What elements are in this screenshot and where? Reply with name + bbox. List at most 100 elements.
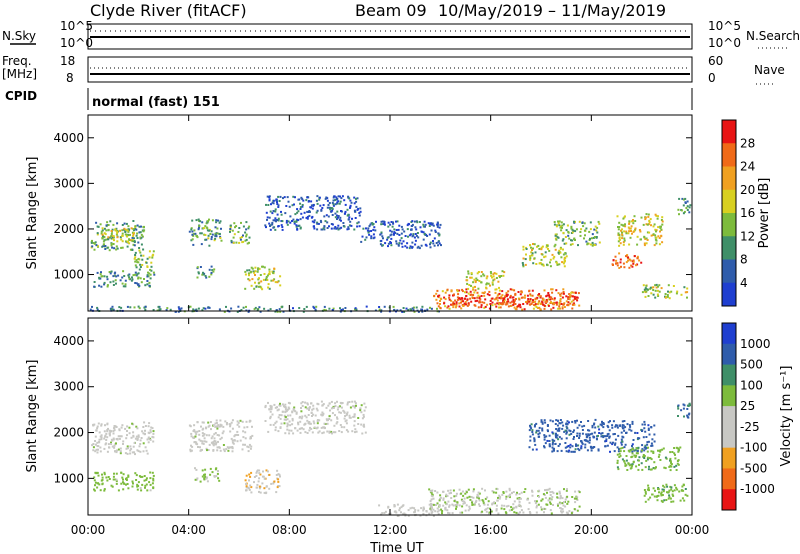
data-cell bbox=[498, 276, 501, 279]
data-cell bbox=[372, 223, 375, 225]
data-cell bbox=[149, 277, 152, 280]
data-cell bbox=[496, 294, 499, 297]
data-cell bbox=[522, 245, 525, 248]
data-cell bbox=[287, 406, 290, 409]
data-cell bbox=[580, 228, 583, 231]
data-cell bbox=[574, 448, 577, 451]
data-cell bbox=[547, 488, 550, 491]
data-cell bbox=[628, 464, 631, 467]
data-cell bbox=[136, 437, 139, 440]
data-cell bbox=[113, 444, 116, 447]
data-cell bbox=[553, 245, 556, 248]
data-cell bbox=[335, 422, 338, 425]
data-cell bbox=[498, 289, 501, 292]
data-cell bbox=[538, 300, 541, 303]
data-cell bbox=[491, 490, 494, 493]
data-cell bbox=[144, 484, 147, 487]
data-cell bbox=[293, 406, 296, 409]
data-cell bbox=[540, 420, 543, 423]
data-cell bbox=[112, 275, 115, 278]
data-cell bbox=[490, 510, 493, 513]
data-cell bbox=[106, 422, 109, 425]
colorbar-segment bbox=[722, 166, 736, 191]
data-cell bbox=[570, 225, 573, 228]
data-cell bbox=[524, 263, 527, 266]
data-cell bbox=[569, 430, 572, 433]
data-cell bbox=[381, 220, 384, 223]
data-cell bbox=[673, 452, 676, 455]
data-cell bbox=[272, 279, 275, 282]
data-cell bbox=[548, 249, 551, 252]
data-cell bbox=[350, 201, 353, 204]
data-cell bbox=[274, 217, 277, 220]
data-cell bbox=[429, 507, 432, 510]
data-cell bbox=[351, 400, 354, 403]
data-cell bbox=[491, 281, 494, 284]
data-cell bbox=[353, 202, 356, 205]
data-cell bbox=[120, 471, 123, 474]
data-cell bbox=[578, 505, 581, 508]
data-cell bbox=[551, 291, 554, 294]
data-cell bbox=[548, 444, 551, 447]
data-cell bbox=[518, 498, 520, 501]
data-cell bbox=[626, 423, 629, 426]
data-cell bbox=[334, 203, 337, 206]
data-cell bbox=[234, 434, 237, 437]
data-cell bbox=[554, 237, 557, 240]
data-cell bbox=[531, 289, 534, 292]
data-cell bbox=[654, 467, 657, 470]
data-cell bbox=[333, 195, 336, 198]
data-cell bbox=[148, 281, 151, 284]
data-cell bbox=[593, 422, 596, 425]
data-cell bbox=[299, 431, 302, 434]
data-cell bbox=[404, 245, 407, 248]
data-cell bbox=[142, 432, 145, 435]
data-cell bbox=[663, 486, 666, 489]
data-cell bbox=[627, 226, 630, 229]
data-cell bbox=[140, 489, 143, 492]
data-cell bbox=[320, 413, 323, 416]
data-cell bbox=[589, 221, 592, 224]
data-cell bbox=[656, 293, 659, 296]
data-cell bbox=[395, 242, 398, 245]
data-cell bbox=[670, 500, 673, 503]
data-cell bbox=[196, 276, 199, 279]
data-cell bbox=[286, 423, 289, 426]
data-cell bbox=[414, 509, 417, 511]
data-cell bbox=[683, 499, 686, 502]
data-cell bbox=[210, 236, 213, 238]
data-cell bbox=[568, 421, 570, 424]
data-cell bbox=[350, 224, 353, 227]
data-cell bbox=[483, 301, 486, 304]
data-cell bbox=[339, 424, 342, 426]
data-cell bbox=[500, 275, 503, 277]
data-cell bbox=[207, 421, 210, 424]
data-cell bbox=[94, 484, 96, 487]
data-cell bbox=[539, 295, 542, 298]
data-cell bbox=[310, 200, 313, 203]
data-cell bbox=[284, 416, 287, 418]
data-cell bbox=[634, 449, 637, 452]
data-cell bbox=[237, 421, 240, 424]
data-cell bbox=[552, 448, 555, 451]
data-cell bbox=[276, 486, 279, 489]
data-cell bbox=[502, 491, 505, 493]
data-cell bbox=[234, 226, 236, 229]
data-cell bbox=[661, 488, 664, 491]
data-cell bbox=[545, 488, 548, 491]
data-cell bbox=[223, 310, 226, 313]
data-cell bbox=[657, 449, 659, 452]
data-cell bbox=[114, 450, 117, 453]
data-cell bbox=[106, 275, 109, 278]
data-cell bbox=[113, 446, 116, 449]
data-cell bbox=[277, 225, 280, 227]
data-cell bbox=[651, 444, 654, 447]
colorbar-segment bbox=[722, 406, 736, 428]
data-cell bbox=[451, 512, 454, 515]
data-cell bbox=[229, 430, 232, 433]
data-cell bbox=[510, 508, 513, 511]
data-cell bbox=[281, 305, 284, 308]
data-cell bbox=[146, 452, 149, 455]
data-cell bbox=[193, 229, 196, 232]
data-cell bbox=[652, 487, 655, 490]
